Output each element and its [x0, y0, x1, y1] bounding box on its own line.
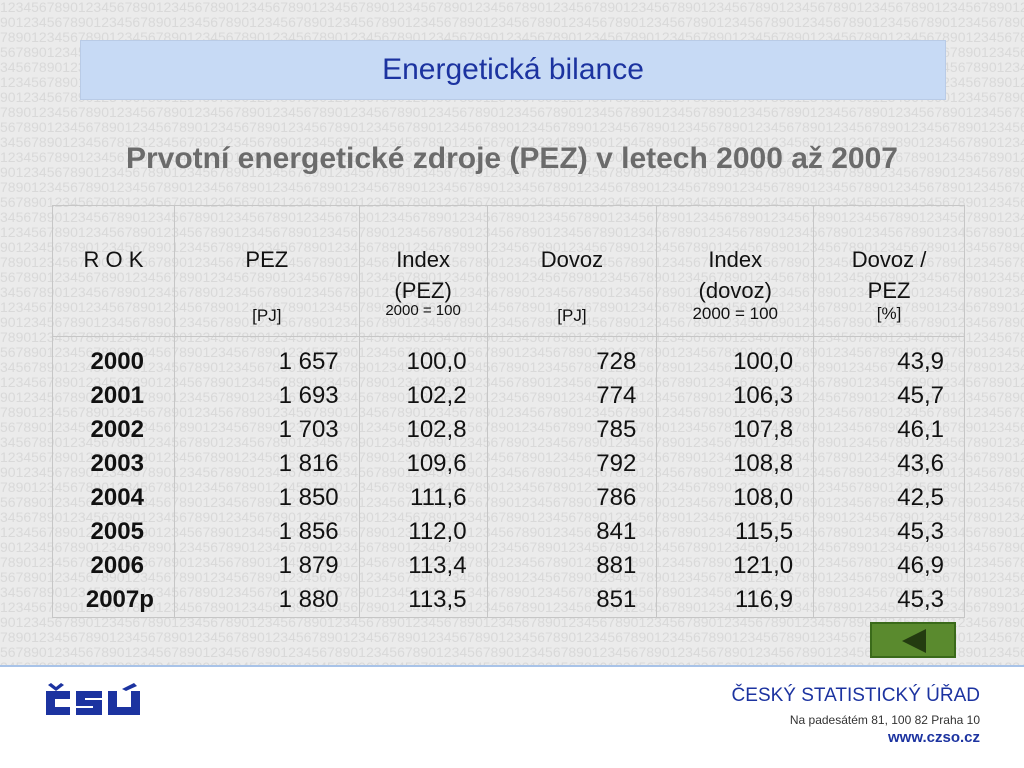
header-band: Energetická bilance — [80, 40, 946, 100]
column-header-year: R O K — [52, 205, 175, 337]
year-cell: 2003 — [52, 447, 175, 481]
column-header-label: PEZ — [245, 247, 289, 272]
table-row: 2002 1 703 102,8 785 107,8 46,1 — [52, 413, 965, 447]
year-cell: 2007p — [52, 583, 175, 618]
index-dovoz-cell: 107,8 — [656, 413, 815, 447]
organization-address: Na padesátém 81, 100 82 Praha 10 — [789, 713, 980, 727]
index-dovoz-cell: 121,0 — [656, 549, 815, 583]
pez-cell: 1 703 — [173, 413, 360, 447]
column-header-dovoz-pez: Dovoz / PEZ [%] — [813, 205, 965, 337]
index-dovoz-cell: 106,3 — [656, 379, 815, 413]
column-header-label: R O K — [83, 247, 144, 272]
index-dovoz-cell: 115,5 — [656, 515, 815, 549]
table-row: 2007p 1 880 113,5 851 116,9 45,3 — [52, 583, 965, 618]
dovoz-pez-cell: 46,1 — [813, 413, 965, 447]
index-dovoz-cell: 108,0 — [656, 481, 815, 515]
column-header-dovoz: Dovoz [PJ] — [486, 205, 658, 337]
column-header-index-dovoz: Index (dovoz) 2000 = 100 — [656, 205, 815, 337]
column-header-unit: [PJ] — [252, 306, 282, 325]
website-link[interactable]: www.czso.cz — [888, 729, 980, 746]
index-pez-cell: 102,2 — [358, 379, 488, 413]
dovoz-cell: 728 — [486, 336, 658, 379]
column-header-unit: [PJ] — [557, 306, 587, 325]
back-button[interactable] — [870, 622, 956, 658]
pez-cell: 1 850 — [173, 481, 360, 515]
index-pez-cell: 113,5 — [358, 583, 488, 618]
pez-cell: 1 879 — [173, 549, 360, 583]
column-header-label2: PEZ — [867, 278, 911, 303]
column-header-label: Dovoz — [540, 247, 604, 272]
pez-cell: 1 816 — [173, 447, 360, 481]
footer-divider — [0, 665, 1024, 667]
dovoz-cell: 881 — [486, 549, 658, 583]
index-pez-cell: 109,6 — [358, 447, 488, 481]
dovoz-cell: 841 — [486, 515, 658, 549]
column-header-label2: (dovoz) — [698, 278, 772, 303]
column-header-unit: 2000 = 100 — [692, 304, 778, 323]
index-dovoz-cell: 108,8 — [656, 447, 815, 481]
column-header-label: Index — [708, 247, 763, 272]
table-header-row: R O K PEZ [PJ] Index (PEZ) 2000 = 100 Do… — [52, 205, 965, 337]
table-row: 2003 1 816 109,6 792 108,8 43,6 — [52, 447, 965, 481]
year-cell: 2004 — [52, 481, 175, 515]
table-row: 2005 1 856 112,0 841 115,5 45,3 — [52, 515, 965, 549]
column-header-index-pez: Index (PEZ) 2000 = 100 — [358, 205, 488, 337]
index-pez-cell: 102,8 — [358, 413, 488, 447]
dovoz-pez-cell: 42,5 — [813, 481, 965, 515]
pez-cell: 1 693 — [173, 379, 360, 413]
dovoz-pez-cell: 45,3 — [813, 515, 965, 549]
page-title: Energetická bilance — [382, 53, 644, 86]
column-header-pez: PEZ [PJ] — [173, 205, 360, 337]
table-row: 2000 1 657 100,0 728 100,0 43,9 — [52, 336, 965, 379]
column-header-label: Index — [396, 247, 451, 272]
pez-cell: 1 657 — [173, 336, 360, 379]
index-pez-cell: 112,0 — [358, 515, 488, 549]
dovoz-cell: 851 — [486, 583, 658, 618]
column-header-unit: 2000 = 100 — [385, 302, 461, 319]
pez-cell: 1 880 — [173, 583, 360, 618]
column-header-label2: (PEZ) — [394, 278, 452, 303]
index-dovoz-cell: 100,0 — [656, 336, 815, 379]
table-row: 2001 1 693 102,2 774 106,3 45,7 — [52, 379, 965, 413]
column-header-unit: [%] — [876, 304, 902, 323]
table-row: 2006 1 879 113,4 881 121,0 46,9 — [52, 549, 965, 583]
dovoz-pez-cell: 43,9 — [813, 336, 965, 379]
index-dovoz-cell: 116,9 — [656, 583, 815, 618]
pez-cell: 1 856 — [173, 515, 360, 549]
organization-name: ČESKÝ STATISTICKÝ ÚŘAD — [731, 685, 980, 706]
index-pez-cell: 100,0 — [358, 336, 488, 379]
dovoz-pez-cell: 45,7 — [813, 379, 965, 413]
csu-logo — [42, 683, 148, 721]
table-row: 2004 1 850 111,6 786 108,0 42,5 — [52, 481, 965, 515]
year-cell: 2001 — [52, 379, 175, 413]
dovoz-pez-cell: 43,6 — [813, 447, 965, 481]
dovoz-pez-cell: 45,3 — [813, 583, 965, 618]
dovoz-cell: 774 — [486, 379, 658, 413]
year-cell: 2000 — [52, 336, 175, 379]
year-cell: 2005 — [52, 515, 175, 549]
dovoz-pez-cell: 46,9 — [813, 549, 965, 583]
index-pez-cell: 111,6 — [358, 481, 488, 515]
csu-logo-graphic — [46, 683, 140, 715]
year-cell: 2006 — [52, 549, 175, 583]
triangle-left-icon — [902, 629, 926, 653]
table-subtitle: Prvotní energetické zdroje (PEZ) v letec… — [125, 142, 898, 175]
column-header-label: Dovoz / — [851, 247, 927, 272]
dovoz-cell: 792 — [486, 447, 658, 481]
index-pez-cell: 113,4 — [358, 549, 488, 583]
dovoz-cell: 786 — [486, 481, 658, 515]
energy-balance-table: R O K PEZ [PJ] Index (PEZ) 2000 = 100 Do… — [52, 205, 965, 618]
year-cell: 2002 — [52, 413, 175, 447]
dovoz-cell: 785 — [486, 413, 658, 447]
